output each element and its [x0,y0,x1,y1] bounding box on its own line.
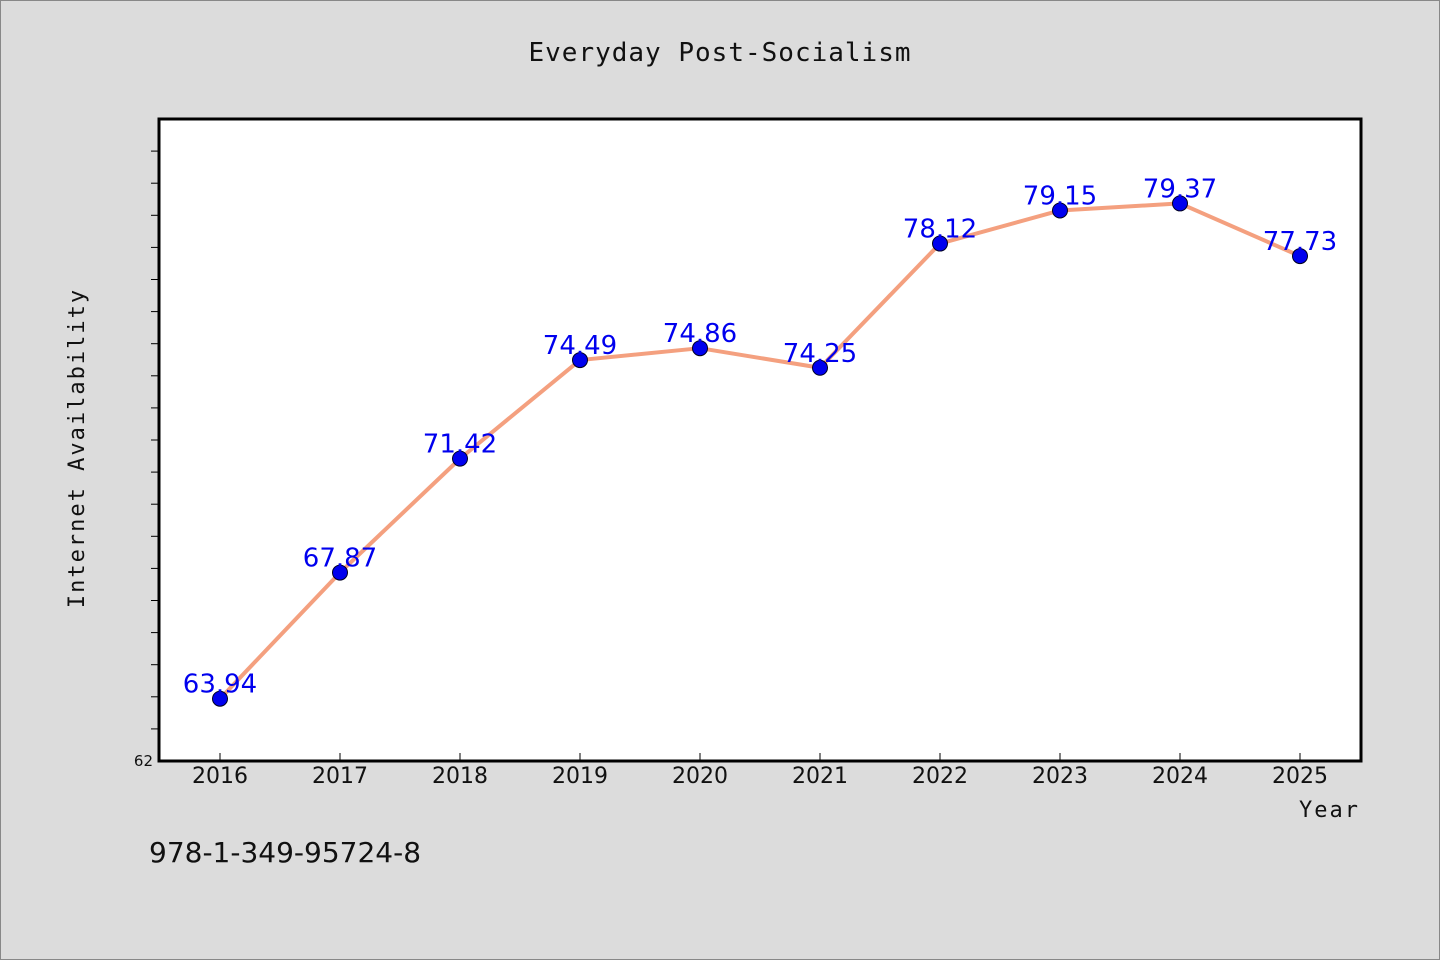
data-label: 78.12 [903,215,977,245]
x-tick-label: 2017 [312,764,368,789]
data-point [1052,202,1068,219]
series-line [218,201,1302,701]
isbn-text: 978-1-349-95724-8 [149,836,421,869]
data-label: 67.87 [303,544,377,574]
data-label: 79.37 [1143,174,1217,204]
x-axis-ticks: 2016 2017 2018 2019 2020 2021 2022 2023 2024 2025 [192,753,1328,789]
data-point [452,450,468,467]
x-tick-label: 2020 [672,764,728,789]
x-tick-label: 2024 [1152,764,1208,789]
x-axis-title: Year [1299,798,1360,823]
y-axis-min-label: 62 [134,752,153,770]
data-label: 74.49 [543,331,617,361]
y-axis-title: Internet Availability [65,288,90,608]
data-point [1292,248,1308,265]
data-point [332,564,348,581]
data-point [692,340,708,357]
x-tick-label: 2018 [432,764,488,789]
x-tick-label: 2019 [552,764,608,789]
data-point [572,352,588,369]
chart-title: Everyday Post-Socialism [528,38,911,68]
data-label: 71.42 [423,430,497,460]
data-label: 79.15 [1023,181,1097,211]
x-tick-label: 2016 [192,764,248,789]
y-axis-ticks [151,150,159,730]
data-label: 63.94 [183,670,257,700]
x-tick-label: 2023 [1032,764,1088,789]
data-label: 77.73 [1263,227,1337,257]
plot-area [157,117,1363,763]
data-label: 74.86 [663,319,737,349]
data-label: 74.25 [783,339,857,369]
data-point [212,690,228,707]
data-point [1172,195,1188,212]
data-point [932,235,948,252]
series-layer: 63.94 67.87 71.42 74.49 74.86 74.25 78.12 79.15… [183,174,1337,707]
x-tick-label: 2021 [792,764,848,789]
data-point [812,359,828,376]
x-tick-label: 2025 [1272,764,1328,789]
x-tick-label: 2022 [912,764,968,789]
